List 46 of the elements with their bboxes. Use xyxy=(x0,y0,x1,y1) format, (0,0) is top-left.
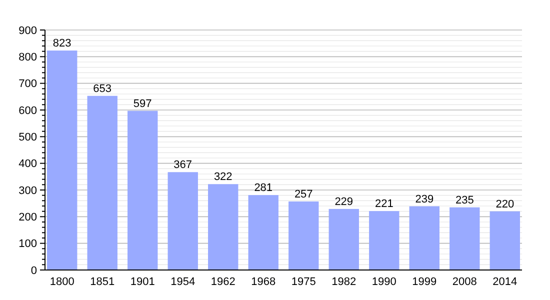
data-label: 257 xyxy=(294,188,313,200)
y-tick-label: 400 xyxy=(18,158,37,170)
bar xyxy=(409,206,440,270)
data-label: 235 xyxy=(455,194,474,206)
x-tick-label: 1999 xyxy=(412,276,437,288)
x-tick-label: 1901 xyxy=(130,276,155,288)
data-label: 229 xyxy=(334,196,354,208)
bar xyxy=(248,195,278,270)
y-tick-label: 700 xyxy=(18,78,37,90)
data-label: 220 xyxy=(496,198,514,210)
bar xyxy=(87,96,118,270)
bar xyxy=(369,211,400,270)
bar xyxy=(490,211,520,270)
data-label: 597 xyxy=(133,98,152,110)
x-tick-label: 1990 xyxy=(372,276,396,288)
y-tick-label: 500 xyxy=(18,132,37,144)
y-tick-label: 900 xyxy=(18,24,37,37)
data-label: 823 xyxy=(52,38,72,50)
x-tick-label: 1975 xyxy=(291,276,316,288)
data-label: 322 xyxy=(214,171,232,184)
x-tick-label: 1954 xyxy=(170,276,196,288)
y-tick-label: 600 xyxy=(18,104,37,117)
y-tick-label: 100 xyxy=(18,238,37,250)
data-label: 221 xyxy=(374,198,394,210)
y-tick-label: 0 xyxy=(30,264,37,277)
y-tick-label: 300 xyxy=(18,184,37,197)
data-label: 653 xyxy=(93,82,112,95)
x-tick-label: 1968 xyxy=(251,276,276,288)
x-tick-label: 2014 xyxy=(492,276,518,288)
y-tick-label: 800 xyxy=(18,52,37,64)
x-tick-label: 1982 xyxy=(332,276,356,288)
bar xyxy=(328,208,359,270)
bar xyxy=(288,201,319,270)
bar xyxy=(47,50,78,270)
x-tick-label: 2008 xyxy=(452,276,477,288)
bar xyxy=(128,110,158,270)
bar xyxy=(168,172,198,270)
bar xyxy=(208,184,238,270)
data-label: 367 xyxy=(174,159,192,172)
x-tick-label: 1800 xyxy=(50,276,74,288)
x-tick-label: 1851 xyxy=(90,276,115,288)
x-tick-label: 1962 xyxy=(210,276,236,288)
y-tick-label: 200 xyxy=(18,212,37,224)
data-label: 281 xyxy=(254,182,273,194)
data-label: 239 xyxy=(415,193,434,206)
bar xyxy=(450,207,480,270)
